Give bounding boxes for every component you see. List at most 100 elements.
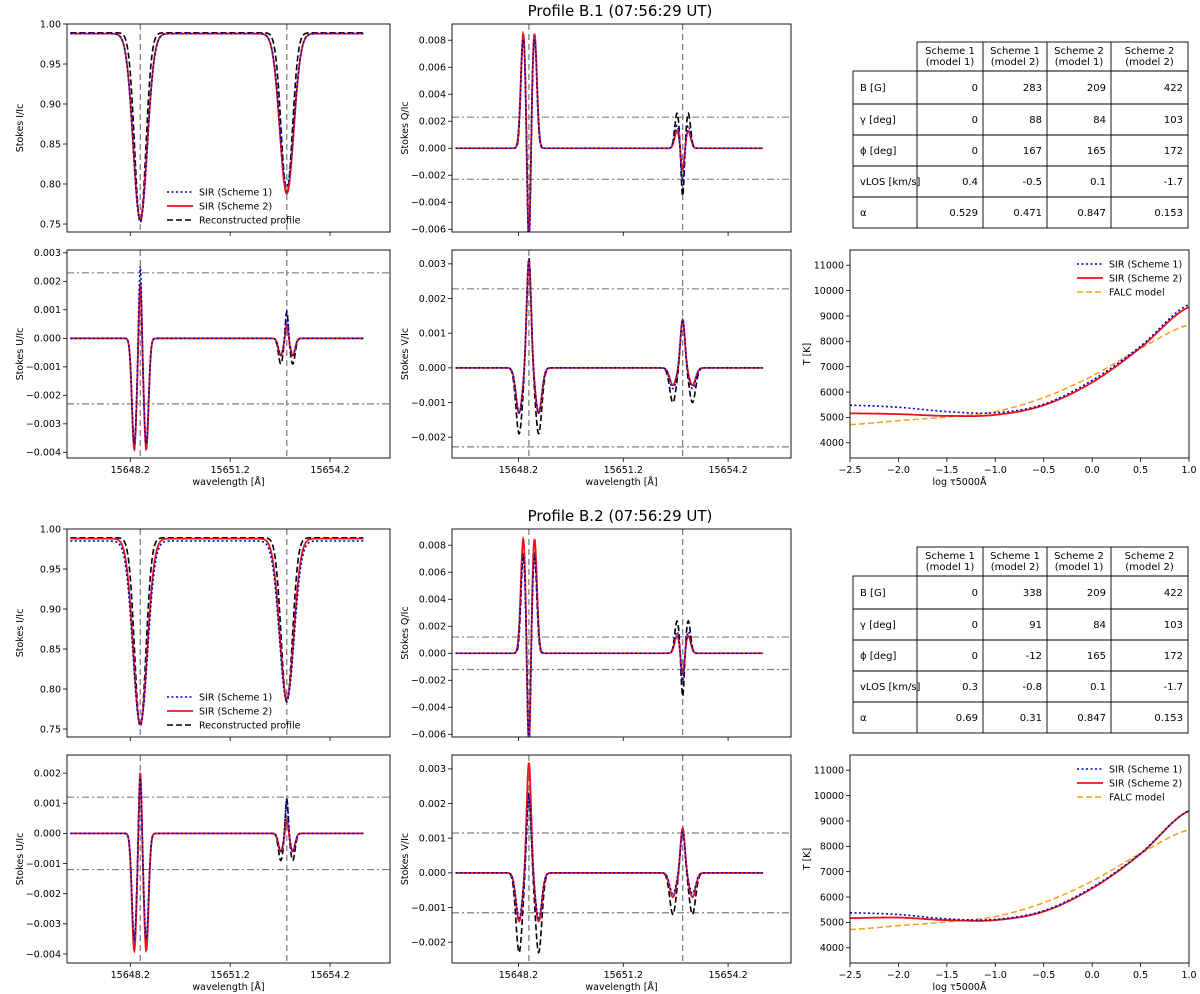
- table-cell: 172: [1164, 651, 1183, 662]
- y-axis-label: Stokes Q/Ic: [400, 101, 411, 154]
- y-tick-label: 0.90: [40, 99, 61, 110]
- table-body-box: [852, 70, 1189, 229]
- series-line-1: [455, 553, 764, 737]
- series-line-3: [455, 257, 764, 435]
- y-tick-label: 0.80: [40, 684, 61, 695]
- series-group: [70, 31, 364, 224]
- series-line-1: [455, 36, 764, 232]
- x-axis-label: wavelength [Å]: [585, 981, 657, 993]
- y-tick-label: −0.002: [411, 171, 446, 182]
- y-tick-label: 0.80: [40, 179, 61, 190]
- x-tick-label: −2.0: [887, 465, 910, 476]
- series-group: [70, 266, 364, 453]
- y-tick-label: 0.004: [419, 595, 446, 606]
- y-tick-label: 0.90: [40, 604, 61, 615]
- y-tick-label: 0.006: [419, 63, 446, 74]
- y-tick-label: −0.004: [411, 198, 446, 209]
- legend-label: SIR (Scheme 2): [1109, 778, 1182, 789]
- x-tick-label: 15654.2: [708, 465, 747, 476]
- table-cell: -1.7: [1163, 177, 1183, 188]
- table-cell: 0.31: [1020, 713, 1042, 724]
- y-tick-label: 0.003: [419, 764, 446, 775]
- table-cell: 0.471: [1013, 208, 1042, 219]
- axes-frame: [451, 23, 792, 233]
- table-header-cell: Scheme 2 (model 2): [1125, 551, 1175, 573]
- x-tick-label: 15654.2: [708, 970, 747, 981]
- table-cell: 209: [1087, 588, 1106, 599]
- table-cell: 91: [1029, 620, 1042, 631]
- x-tick-label: 0.5: [1133, 465, 1148, 476]
- series-line-3: [70, 777, 364, 945]
- series-line-2: [850, 306, 1189, 418]
- x-tick-label: 15651.2: [604, 465, 643, 476]
- series-group: [455, 257, 764, 435]
- axes-frame: [451, 754, 792, 964]
- y-axis-label: Stokes V/Ic: [400, 833, 411, 885]
- table-row-label: vLOS [km/s]: [860, 177, 921, 188]
- y-tick-label: −0.004: [26, 949, 61, 960]
- table-cell: 0.529: [949, 208, 978, 219]
- series-group: [850, 303, 1189, 426]
- series-group: [70, 537, 364, 728]
- x-tick-label: −1.5: [935, 465, 958, 476]
- table-cell: 0: [972, 146, 978, 157]
- group-title: Profile B.2 (07:56:29 UT): [528, 507, 713, 525]
- series-line-2: [70, 537, 364, 726]
- table-cell: 0: [972, 651, 978, 662]
- y-tick-label: 0.008: [419, 36, 446, 47]
- y-tick-label: −0.003: [26, 919, 61, 930]
- table-cell: 283: [1023, 83, 1042, 94]
- x-tick-label: −0.5: [1032, 970, 1055, 981]
- x-tick-label: 15654.2: [310, 970, 349, 981]
- y-tick-label: 1.00: [40, 524, 61, 535]
- table-header-line: Scheme 2: [1054, 551, 1104, 562]
- x-axis-label: wavelength [Å]: [192, 981, 264, 993]
- y-tick-label: 8000: [820, 337, 844, 348]
- x-axis-label: wavelength [Å]: [192, 476, 264, 488]
- series-group: [850, 809, 1189, 931]
- y-tick-label: −0.004: [26, 448, 61, 459]
- y-axis-label: Stokes I/Ic: [15, 104, 26, 153]
- y-tick-label: 0.75: [40, 219, 61, 230]
- series-line-2: [455, 260, 764, 415]
- y-tick-label: −0.002: [26, 391, 61, 402]
- series-line-1: [70, 777, 364, 942]
- y-tick-label: 0.85: [40, 644, 61, 655]
- x-axis-label: log τ5000Å: [933, 476, 987, 488]
- table-cell: 0.847: [1077, 208, 1106, 219]
- series-group: [455, 30, 764, 232]
- table-cell: 0.3: [962, 682, 978, 693]
- panel-t-1: 4000 5000 6000 7000 8000 9000 10000 11000 −2.5 −2…: [802, 249, 1197, 488]
- panel-v-2: −0.002 −0.001 0.000 0.001 0.002 0.003 15648.2 1…: [400, 754, 792, 993]
- parameter-table: Scheme 1 (model 1)Scheme 1 (model 2)Scheme…: [852, 546, 1189, 734]
- y-tick-label: −0.001: [26, 362, 61, 373]
- legend: SIR (Scheme 1) SIR (Scheme 2) Reconstructe…: [167, 692, 301, 731]
- table-header-cell: Scheme 1 (model 1): [925, 46, 975, 68]
- legend-label: SIR (Scheme 2): [1109, 273, 1182, 284]
- table-header-line: (model 1): [926, 562, 975, 573]
- x-tick-label: 15648.2: [499, 465, 538, 476]
- series-line-2: [455, 30, 764, 232]
- y-tick-label: 10000: [814, 791, 844, 802]
- x-tick-label: 15654.2: [310, 465, 349, 476]
- legend-label: SIR (Scheme 1): [1109, 259, 1182, 270]
- series-group: [455, 535, 764, 737]
- table-header-line: (model 2): [1125, 57, 1174, 68]
- y-tick-label: −0.006: [411, 225, 446, 236]
- y-tick-label: 11000: [814, 766, 844, 777]
- y-tick-label: 0.95: [40, 59, 61, 70]
- legend: SIR (Scheme 1) SIR (Scheme 2) Reconstructe…: [167, 187, 301, 226]
- legend: SIR (Scheme 1) SIR (Scheme 2) FALC model: [1077, 764, 1182, 803]
- panel-t-2: 4000 5000 6000 7000 8000 9000 10000 11000 −2.5 −2…: [802, 754, 1197, 993]
- table-header-line: Scheme 2: [1125, 46, 1175, 57]
- table-row-label: γ [deg]: [860, 620, 896, 631]
- table-row-label: ϕ [deg]: [860, 651, 897, 662]
- series-line-2: [70, 283, 364, 453]
- table-cell: 103: [1164, 115, 1183, 126]
- table-header-line: Scheme 1: [925, 46, 975, 57]
- table-cell: 88: [1029, 115, 1042, 126]
- y-tick-label: 8000: [820, 842, 844, 853]
- y-tick-label: −0.002: [411, 938, 446, 949]
- y-tick-label: 0.000: [419, 649, 446, 660]
- y-axis-label: Stokes U/Ic: [15, 833, 26, 886]
